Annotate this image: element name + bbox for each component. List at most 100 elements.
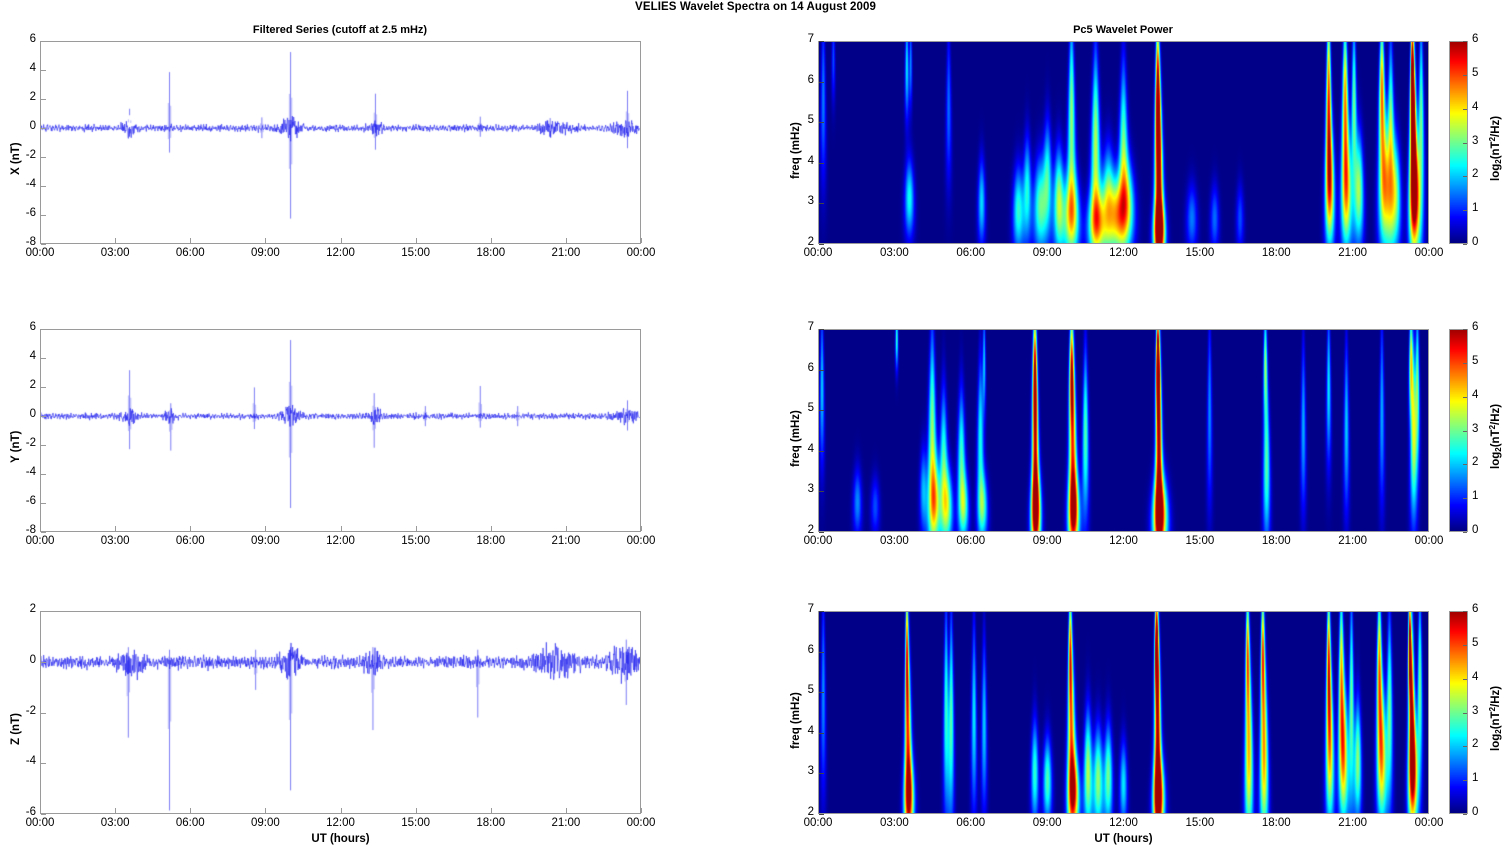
xtick-z: 09:00	[250, 817, 280, 829]
xtick-mark	[341, 526, 342, 531]
spectrogram-canvas-y	[819, 330, 1428, 531]
timeseries-plot-y	[40, 329, 641, 532]
colorbar-tick-mark	[1463, 244, 1467, 245]
spec-ytick-z: 3	[807, 765, 814, 778]
xlabel-left: UT (hours)	[311, 833, 370, 845]
ytick-mark	[41, 329, 46, 330]
timeseries-canvas-x	[41, 42, 640, 243]
xtick-mark	[115, 238, 116, 243]
ytick-mark	[41, 41, 46, 42]
xtick-x: 06:00	[175, 247, 205, 259]
ytick-x: -8	[25, 236, 36, 248]
spec-xtick-y: 12:00	[1109, 535, 1138, 547]
ylabel-y: Y (nT)	[10, 430, 22, 463]
spec-ytick-x: 3	[807, 195, 814, 208]
xtick-y: 09:00	[250, 535, 280, 547]
colorbar-tick-mark	[1463, 75, 1467, 76]
colorbar-tick-y: 4	[1472, 388, 1479, 401]
colorbar-tick-mark	[1463, 746, 1467, 747]
xtick-y: 03:00	[100, 535, 130, 547]
spec-ylabel-z: freq (mHz)	[790, 691, 802, 749]
colorbar-tick-z: 5	[1472, 636, 1479, 649]
xtick-y: 00:00	[25, 535, 55, 547]
spec-ytick-mark	[819, 814, 824, 815]
ytick-mark	[41, 215, 46, 216]
xtick-mark	[341, 808, 342, 813]
spec-ytick-x: 6	[807, 73, 814, 86]
xtick-z: 00:00	[626, 817, 656, 829]
xtick-mark	[190, 238, 191, 243]
spec-ytick-x: 4	[807, 154, 814, 167]
xtick-x: 03:00	[100, 247, 130, 259]
colorbar-tick-z: 6	[1472, 603, 1479, 615]
ytick-mark	[41, 713, 46, 714]
colorbar-tick-x: 6	[1472, 33, 1479, 45]
wavelet-spectrogram-z	[818, 611, 1429, 814]
xtick-x: 12:00	[326, 247, 355, 259]
spec-xtick-x: 03:00	[879, 247, 909, 259]
xtick-mark	[190, 526, 191, 531]
ytick-x: 2	[29, 91, 36, 103]
xtick-mark	[115, 526, 116, 531]
xtick-mark	[641, 808, 642, 813]
colorbar-tick-mark	[1463, 814, 1467, 815]
spec-xtick-y: 09:00	[1032, 535, 1062, 547]
ytick-x: -2	[25, 149, 36, 161]
ytick-y: 6	[29, 321, 36, 333]
ytick-x: 0	[29, 120, 36, 132]
ytick-mark	[41, 157, 46, 158]
ytick-x: 4	[29, 62, 36, 74]
xtick-mark	[641, 526, 642, 531]
spec-xtick-z: 03:00	[879, 817, 909, 829]
spec-ytick-y: 5	[807, 402, 814, 415]
spec-xtick-z: 06:00	[956, 817, 986, 829]
xtick-y: 00:00	[626, 535, 656, 547]
colorbar-tick-mark	[1463, 431, 1467, 432]
ytick-z: 2	[29, 603, 36, 615]
spec-xtick-y: 03:00	[879, 535, 909, 547]
ytick-mark	[41, 186, 46, 187]
xtick-y: 12:00	[326, 535, 355, 547]
colorbar-tick-y: 1	[1472, 490, 1479, 503]
ytick-y: -6	[25, 495, 36, 507]
spec-ytick-mark	[819, 532, 824, 533]
spec-ytick-y: 6	[807, 361, 814, 374]
colorbar-tick-y: 5	[1472, 354, 1479, 367]
colorbar-tick-mark	[1463, 143, 1467, 144]
colorbar-tick-mark	[1463, 645, 1467, 646]
spec-ylabel-y: freq (mHz)	[790, 409, 802, 467]
spec-ytick-mark	[819, 82, 824, 83]
spec-xtick-z: 18:00	[1261, 817, 1291, 829]
wavelet-spectrogram-x	[818, 41, 1429, 244]
spec-xtick-x: 18:00	[1261, 247, 1291, 259]
ytick-y: 0	[29, 408, 36, 420]
colorbar-tick-mark	[1463, 176, 1467, 177]
xtick-mark	[40, 808, 41, 813]
colorbar-y	[1449, 329, 1468, 532]
colorbar-tick-z: 1	[1472, 772, 1479, 785]
colorbar-tick-mark	[1463, 41, 1467, 42]
timeseries-plot-x	[40, 41, 641, 244]
xtick-y: 06:00	[175, 535, 205, 547]
xtick-mark	[341, 238, 342, 243]
xtick-x: 15:00	[401, 247, 431, 259]
colorbar-tick-mark	[1463, 611, 1467, 612]
spec-ytick-mark	[819, 733, 824, 734]
xtick-x: 09:00	[250, 247, 280, 259]
spec-xtick-x: 12:00	[1109, 247, 1138, 259]
timeseries-canvas-y	[41, 330, 640, 531]
ytick-mark	[41, 358, 46, 359]
colorbar-tick-mark	[1463, 464, 1467, 465]
spec-ytick-mark	[819, 451, 824, 452]
xtick-z: 21:00	[551, 817, 581, 829]
ytick-mark	[41, 763, 46, 764]
colorbar-tick-mark	[1463, 498, 1467, 499]
colorbar-tick-x: 1	[1472, 202, 1479, 215]
spectrogram-canvas-z	[819, 612, 1428, 813]
ytick-mark	[41, 387, 46, 388]
ytick-mark	[41, 662, 46, 663]
xtick-mark	[416, 526, 417, 531]
xtick-mark	[641, 238, 642, 243]
colorbar-tick-z: 4	[1472, 670, 1479, 683]
right-column-title: Pc5 Wavelet Power	[1073, 24, 1173, 36]
